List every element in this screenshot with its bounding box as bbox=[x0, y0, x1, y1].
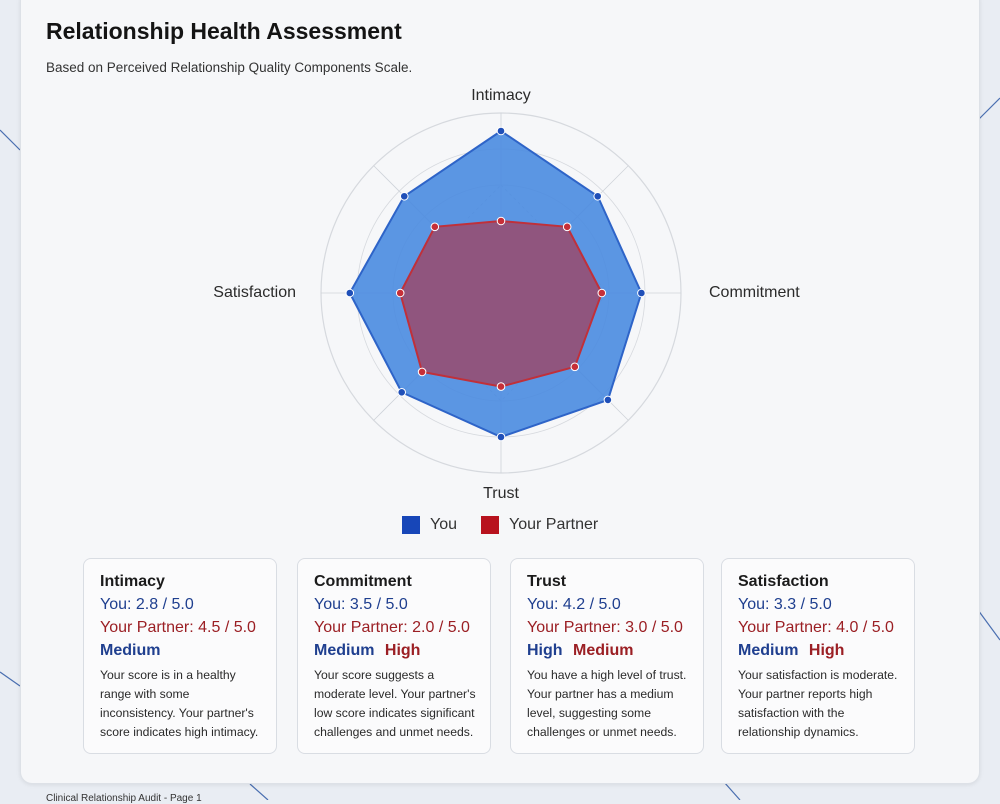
data-point-you bbox=[496, 432, 506, 442]
data-point-partner bbox=[562, 222, 572, 232]
score-description: You have a high level of trust. Your par… bbox=[527, 668, 687, 739]
legend-swatch-you bbox=[402, 516, 420, 534]
score-you: You: 4.2 / 5.0 bbox=[527, 596, 621, 613]
data-point-partner bbox=[597, 288, 607, 298]
data-point-partner bbox=[417, 367, 427, 377]
data-point-you bbox=[345, 288, 355, 298]
axis-label-intimacy: Intimacy bbox=[471, 87, 531, 104]
score-partner: Your Partner: 3.0 / 5.0 bbox=[527, 619, 683, 636]
data-point-partner bbox=[570, 362, 580, 372]
axis-label-commitment: Commitment bbox=[709, 284, 800, 301]
level-row: High Medium bbox=[527, 642, 689, 660]
radar-chart: Intimacy Commitment Trust Satisfaction bbox=[213, 87, 800, 502]
score-you: You: 3.5 / 5.0 bbox=[314, 596, 408, 613]
data-point-you bbox=[397, 387, 407, 397]
series-area-partner bbox=[399, 219, 603, 388]
score-you: You: 3.3 / 5.0 bbox=[738, 596, 832, 613]
legend-swatch-partner bbox=[481, 516, 499, 534]
score-description: Your score is in a healthy range with so… bbox=[100, 668, 259, 739]
score-partner: Your Partner: 4.5 / 5.0 bbox=[100, 619, 256, 636]
score-card-trust: Trust You: 4.2 / 5.0 Your Partner: 3.0 /… bbox=[510, 558, 704, 754]
legend-label-you: You bbox=[430, 516, 457, 533]
score-card-title: Satisfaction bbox=[738, 573, 829, 590]
page-footer: Clinical Relationship Audit - Page 1 bbox=[46, 793, 202, 804]
chart-legend: You Your Partner bbox=[402, 516, 622, 534]
score-description: Your satisfaction is moderate. Your part… bbox=[738, 668, 898, 739]
score-card-title: Trust bbox=[527, 573, 567, 590]
axis-label-trust: Trust bbox=[483, 485, 519, 502]
score-description: Your score suggests a moderate level. Yo… bbox=[314, 668, 476, 739]
level-partner: High bbox=[384, 642, 421, 659]
score-card-title: Commitment bbox=[314, 573, 412, 590]
score-card-intimacy: Intimacy You: 2.8 / 5.0 Your Partner: 4.… bbox=[83, 558, 277, 754]
score-card-commitment: Commitment You: 3.5 / 5.0 Your Partner: … bbox=[297, 558, 491, 754]
legend-item-partner: Your Partner bbox=[481, 516, 598, 534]
level-row: Medium bbox=[100, 642, 262, 660]
data-point-you bbox=[496, 126, 506, 136]
page-subtitle: Based on Perceived Relationship Quality … bbox=[46, 60, 413, 75]
data-point-you bbox=[399, 191, 409, 201]
data-point-partner bbox=[430, 222, 440, 232]
level-you: Medium bbox=[100, 642, 161, 659]
score-partner: Your Partner: 4.0 / 5.0 bbox=[738, 619, 894, 636]
data-point-you bbox=[603, 395, 613, 405]
score-card-title: Intimacy bbox=[100, 573, 165, 590]
level-you: Medium bbox=[314, 642, 375, 659]
level-partner: Medium bbox=[573, 642, 634, 659]
level-row: Medium High bbox=[738, 642, 900, 660]
score-partner: Your Partner: 2.0 / 5.0 bbox=[314, 619, 470, 636]
data-point-partner bbox=[395, 288, 405, 298]
data-point-you bbox=[593, 191, 603, 201]
score-you: You: 2.8 / 5.0 bbox=[100, 596, 194, 613]
level-partner: High bbox=[808, 642, 845, 659]
legend-label-partner: Your Partner bbox=[509, 516, 599, 533]
score-card-satisfaction: Satisfaction You: 3.3 / 5.0 Your Partner… bbox=[721, 558, 915, 754]
data-point-partner bbox=[496, 382, 506, 391]
level-row: Medium High bbox=[314, 642, 476, 660]
page-title: Relationship Health Assessment bbox=[46, 18, 402, 44]
level-you: High bbox=[527, 642, 563, 659]
level-you: Medium bbox=[738, 642, 799, 659]
data-point-partner bbox=[496, 216, 506, 226]
legend-item-you: You bbox=[402, 516, 457, 534]
axis-label-satisfaction: Satisfaction bbox=[213, 284, 296, 301]
data-point-you bbox=[637, 288, 646, 298]
